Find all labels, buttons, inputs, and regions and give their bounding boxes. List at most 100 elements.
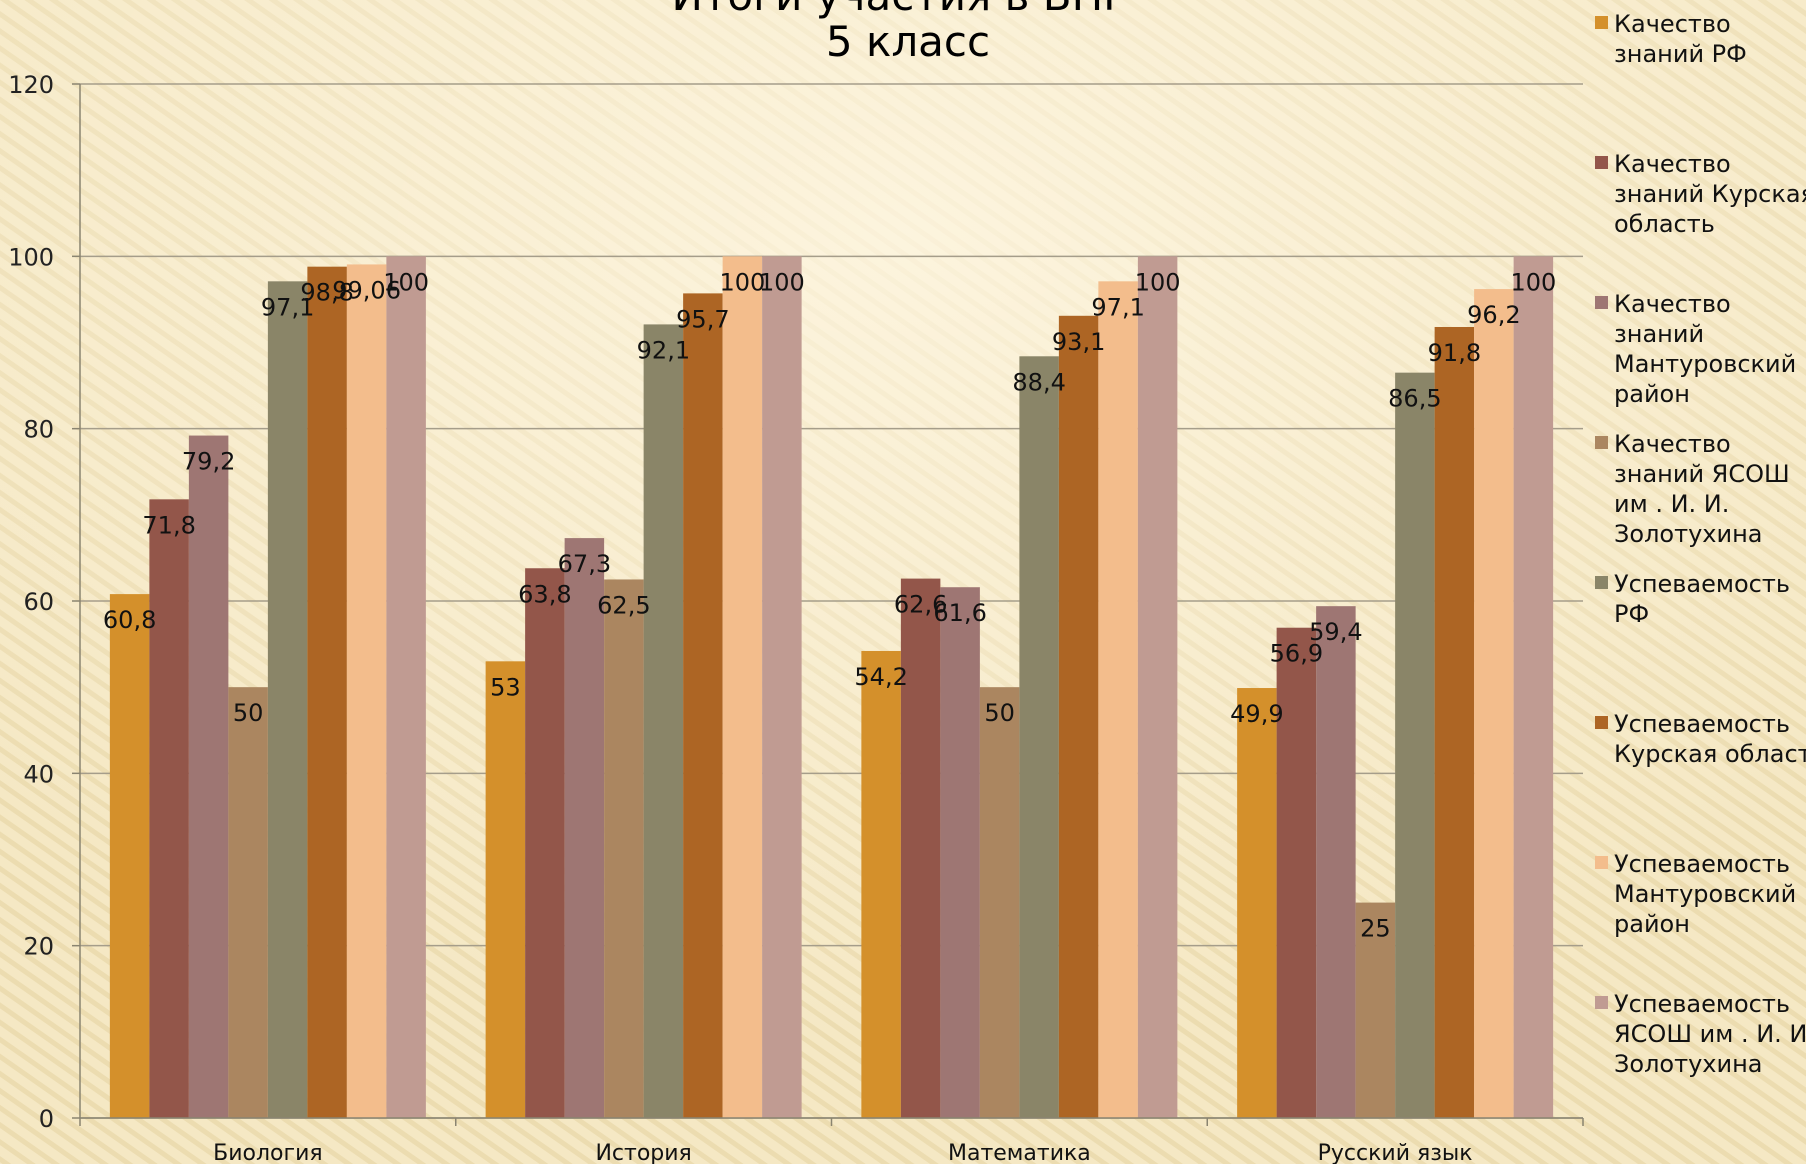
data-label: 54,2: [854, 663, 907, 691]
y-tick-label: 80: [23, 416, 54, 444]
legend-swatch: [1595, 716, 1608, 729]
bar: [188, 435, 229, 1118]
data-label: 97,1: [261, 293, 314, 321]
legend-label: Успеваемость: [1614, 850, 1790, 878]
legend-label: им . И. И.: [1614, 490, 1729, 518]
data-label: 98,8: [300, 279, 353, 307]
bar: [1137, 256, 1178, 1118]
data-labels: 60,871,879,25097,198,899,061005363,867,3…: [103, 268, 1556, 942]
legend-swatch: [1595, 576, 1608, 589]
legend-label: район: [1614, 910, 1690, 938]
bar: [149, 499, 189, 1118]
bar: [346, 264, 387, 1119]
bar: [1019, 356, 1059, 1119]
y-tick-label: 0: [39, 1105, 54, 1133]
legend-label: знаний ЯСОШ: [1614, 460, 1790, 488]
data-label: 99,06: [332, 276, 401, 304]
data-label: 100: [759, 268, 805, 296]
bar: [900, 578, 941, 1118]
data-label: 56,9: [1270, 640, 1323, 668]
bar: [1434, 326, 1475, 1118]
legend-label: Золотухина: [1614, 1050, 1762, 1078]
x-axis: Биология История Математика Русский язык: [79, 1117, 1584, 1164]
x-tick-label: Математика: [948, 1141, 1091, 1164]
data-label: 97,1: [1091, 293, 1144, 321]
data-label: 62,5: [597, 591, 650, 619]
chart-title-line1: Итоги участия в ВПР: [672, 0, 1129, 20]
x-tick-label: Русский язык: [1318, 1141, 1473, 1164]
data-label: 88,4: [1012, 368, 1065, 396]
data-label: 100: [1510, 268, 1556, 296]
bar: [564, 538, 605, 1118]
legend-label: Успеваемость: [1614, 570, 1790, 598]
data-label: 86,5: [1388, 385, 1441, 413]
x-tick-label: Биология: [213, 1141, 322, 1164]
legend-label: Успеваемость: [1614, 710, 1790, 738]
legend-label: Качество: [1614, 150, 1731, 178]
data-label: 61,6: [933, 599, 986, 627]
bar: [307, 266, 347, 1118]
legend-swatch: [1595, 996, 1608, 1009]
bar: [485, 661, 526, 1118]
bar: [1316, 606, 1356, 1118]
legend-label: знаний Курская: [1614, 180, 1806, 208]
bar: [722, 256, 763, 1118]
legend-swatch: [1595, 856, 1608, 869]
bar: [228, 687, 268, 1118]
bar: [979, 687, 1020, 1118]
data-label: 60,8: [103, 606, 156, 634]
bar: [861, 650, 901, 1118]
bar: [762, 256, 802, 1118]
legend-label: ЯСОШ им . И. И.: [1614, 1020, 1806, 1048]
chart-title-line2: 5 класс: [826, 17, 990, 66]
data-label: 50: [233, 699, 264, 727]
data-label: 95,7: [676, 305, 729, 333]
data-label: 100: [1135, 268, 1181, 296]
legend-label: Курская область: [1614, 740, 1806, 768]
data-label: 59,4: [1309, 618, 1362, 646]
legend-label: Золотухина: [1614, 520, 1762, 548]
data-label: 92,1: [637, 336, 690, 364]
y-tick-label: 40: [23, 760, 54, 788]
bar: [109, 594, 150, 1118]
legend-label: Качество: [1614, 430, 1731, 458]
data-label: 67,3: [558, 550, 611, 578]
bar: [267, 281, 308, 1118]
bar: [525, 568, 565, 1118]
bar: [643, 324, 684, 1118]
bar: [1058, 315, 1099, 1118]
bar: [1474, 289, 1514, 1118]
bar: [1237, 688, 1277, 1118]
bars: [109, 256, 1554, 1119]
data-label: 100: [719, 268, 765, 296]
bar: [1395, 372, 1435, 1118]
bar: [683, 293, 723, 1118]
legend-swatch: [1595, 436, 1608, 449]
legend-label: Качество: [1614, 290, 1731, 318]
y-tick-label: 120: [8, 71, 54, 99]
legend-label: Мантуровский: [1614, 880, 1796, 908]
legend-swatch: [1595, 16, 1608, 29]
data-label: 53: [490, 673, 521, 701]
legend-label: область: [1614, 210, 1715, 238]
legend-swatch: [1595, 296, 1608, 309]
data-label: 79,2: [182, 448, 235, 476]
legend-swatch: [1595, 156, 1608, 169]
bar: [386, 256, 426, 1118]
bar: [1513, 256, 1554, 1118]
legend-label: Успеваемость: [1614, 990, 1790, 1018]
data-label: 49,9: [1230, 700, 1283, 728]
legend-label: РФ: [1614, 600, 1649, 628]
y-tick-label: 60: [23, 588, 54, 616]
legend-label: Качество: [1614, 10, 1731, 38]
